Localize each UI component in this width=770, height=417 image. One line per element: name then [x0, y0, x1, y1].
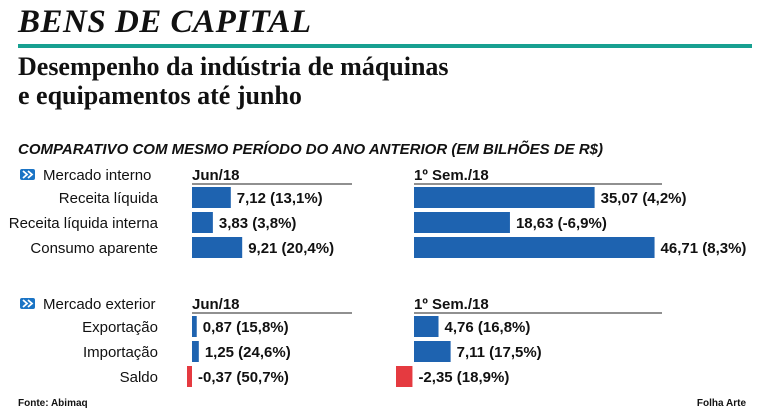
- bar: [192, 316, 197, 337]
- data-label: 46,71 (8,3%): [661, 240, 747, 257]
- headline-line-1: Desempenho da indústria de máquinas: [18, 52, 449, 81]
- data-label: 7,12 (13,1%): [237, 190, 323, 207]
- bar: [187, 366, 192, 387]
- source-note: Fonte: Abimaq: [18, 398, 88, 409]
- kicker-title: BENS DE CAPITAL: [18, 4, 312, 40]
- category-label: Receita líquida: [59, 190, 159, 207]
- period-header: Jun/18: [192, 167, 240, 184]
- period-header: 1º Sem./18: [414, 296, 489, 313]
- bar: [192, 341, 199, 362]
- period-header: 1º Sem./18: [414, 167, 489, 184]
- headline: Desempenho da indústria de máquinas e eq…: [18, 52, 718, 110]
- headline-line-2: e equipamentos até junho: [18, 81, 302, 110]
- bar: [192, 187, 231, 208]
- accent-rule: [18, 44, 752, 48]
- data-label: -0,37 (50,7%): [198, 369, 289, 386]
- bar: [192, 237, 243, 258]
- section-label: Mercado interno: [43, 167, 151, 184]
- data-label: 4,76 (16,8%): [445, 319, 531, 336]
- section-label: Mercado exterior: [43, 296, 156, 313]
- chevron-right-icon: [20, 298, 35, 309]
- category-label: Importação: [83, 344, 158, 361]
- data-label: 35,07 (4,2%): [601, 190, 687, 207]
- credit-note: Folha Arte: [696, 398, 746, 409]
- bar: [192, 212, 213, 233]
- data-label: 0,87 (15,8%): [203, 319, 289, 336]
- category-label: Exportação: [82, 319, 158, 336]
- data-label: 1,25 (24,6%): [205, 344, 291, 361]
- category-label: Receita líquida interna: [9, 215, 159, 232]
- bar: [396, 366, 413, 387]
- data-label: -2,35 (18,9%): [418, 369, 509, 386]
- data-label: 18,63 (-6,9%): [516, 215, 607, 232]
- data-label: 7,11 (17,5%): [457, 344, 542, 361]
- chart-subtitle: COMPARATIVO COM MESMO PERÍODO DO ANO ANT…: [18, 141, 604, 158]
- bar: [414, 341, 451, 362]
- bar: [414, 237, 655, 258]
- bar: [414, 316, 439, 337]
- category-label: Saldo: [120, 369, 158, 386]
- bar: [414, 187, 595, 208]
- category-label: Consumo aparente: [30, 240, 158, 257]
- data-label: 9,21 (20,4%): [248, 240, 334, 257]
- period-header: Jun/18: [192, 296, 240, 313]
- data-label: 3,83 (3,8%): [219, 215, 297, 232]
- chevron-right-icon: [20, 169, 35, 180]
- bar: [414, 212, 510, 233]
